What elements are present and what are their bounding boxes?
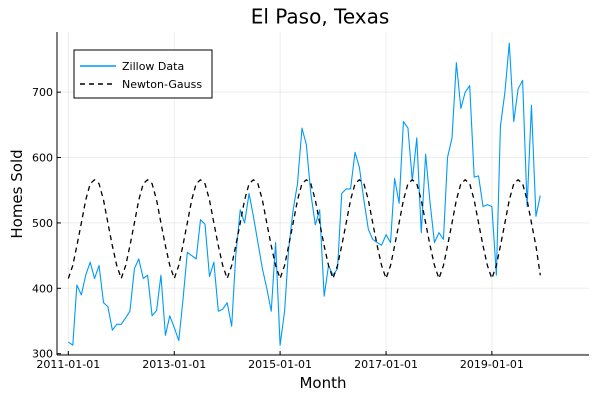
series-line-zillow-data — [67, 42, 541, 346]
y-tick-label: 400 — [32, 282, 53, 295]
series-line-newton-gauss — [67, 179, 541, 280]
axes — [56, 32, 589, 356]
legend: Zillow Data Newton-Gauss — [73, 49, 213, 99]
x-tick-label: 2011-01-01 — [36, 358, 100, 371]
y-tick-label: 600 — [32, 152, 53, 165]
legend-label-newton-gauss: Newton-Gauss — [122, 78, 202, 91]
series-lines — [67, 42, 541, 346]
y-tick-label: 500 — [32, 217, 53, 230]
y-tick-label: 700 — [32, 86, 53, 99]
x-tick-label: 2013-01-01 — [142, 358, 206, 371]
y-axis-label: Homes Sold — [8, 149, 26, 238]
y-tick-label: 300 — [32, 348, 53, 361]
legend-label-zillow: Zillow Data — [122, 60, 184, 73]
x-tick-label: 2015-01-01 — [248, 358, 312, 371]
x-tick-label: 2019-01-01 — [460, 358, 524, 371]
legend-box — [73, 49, 213, 99]
chart-title: El Paso, Texas — [251, 5, 390, 29]
x-axis-label: Month — [299, 374, 346, 392]
x-tick-labels: 2011-01-01 2013-01-01 2015-01-01 2017-01-01… — [36, 351, 524, 371]
y-tick-labels: 300 400 500 600 700 — [32, 86, 61, 361]
x-tick-label: 2017-01-01 — [354, 358, 418, 371]
